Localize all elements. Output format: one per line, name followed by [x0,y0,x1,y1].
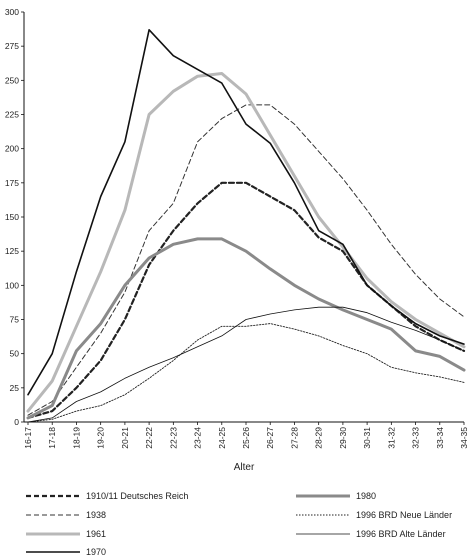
x-tick-label: 25-26 [241,427,251,449]
legend-label: 1961 [86,529,106,539]
x-tick-label: 31-32 [386,427,396,449]
y-tick-label: 250 [5,75,19,85]
legend-label: 1970 [86,547,106,557]
legend-label: 1910/11 Deutsches Reich [86,491,188,501]
y-tick-label: 0 [14,417,19,427]
x-tick-label: 16-17 [23,427,33,449]
y-tick-label: 50 [10,349,20,359]
x-tick-label: 30-31 [362,427,372,449]
x-tick-label: 33-34 [435,427,445,449]
x-tick-label: 26-27 [265,427,275,449]
legend-label: 1996 BRD Alte Länder [356,529,446,539]
y-tick-label: 25 [10,383,20,393]
x-tick-label: 32-33 [411,427,421,449]
x-tick-label: 24-25 [217,427,227,449]
legend-label: 1938 [86,510,106,520]
series-line-5 [27,323,465,423]
y-tick-label: 100 [5,280,19,290]
y-tick-label: 300 [5,7,19,17]
y-tick-label: 75 [10,315,20,325]
x-tick-label: 22-23 [168,427,178,449]
y-tick-label: 150 [5,212,19,222]
x-axis-title: Alter [234,462,255,473]
x-tick-label: 18-19 [71,427,81,449]
x-tick-label: 34-35 [459,427,469,449]
series-lines [26,28,466,423]
x-tick-label: 17-18 [47,427,57,449]
x-axis-ticks: 16-17 17-18 18-19 19-20 20-21 22-22 22-23 23-24… [23,422,469,449]
x-tick-label: 27-28 [289,427,299,449]
series-line-3 [27,28,465,396]
y-tick-label: 200 [5,144,19,154]
y-tick-label: 175 [5,178,19,188]
series-line-6 [27,306,465,423]
legend: 1910/11 Deutsches Reich 1938 1961 1970 1980 1… [26,491,452,557]
x-tick-label: 20-21 [120,427,130,449]
x-tick-label: 23-24 [193,427,203,449]
x-tick-label: 19-20 [96,427,106,449]
x-tick-label: 22-22 [144,427,154,449]
y-axis-ticks: 0 25 50 75 100 125 150 175 200 225 250 275 300 [5,7,24,427]
series-line-2 [26,72,466,413]
y-tick-label: 125 [5,246,19,256]
x-tick-label: 29-30 [338,427,348,449]
x-tick-label: 28-29 [314,427,324,449]
series-line-4 [26,237,466,420]
axes [23,12,464,423]
y-tick-label: 225 [5,110,19,120]
series-line-1 [27,104,465,416]
y-tick-label: 275 [5,41,19,51]
legend-label: 1996 BRD Neue Länder [356,510,452,520]
legend-label: 1980 [356,491,376,501]
